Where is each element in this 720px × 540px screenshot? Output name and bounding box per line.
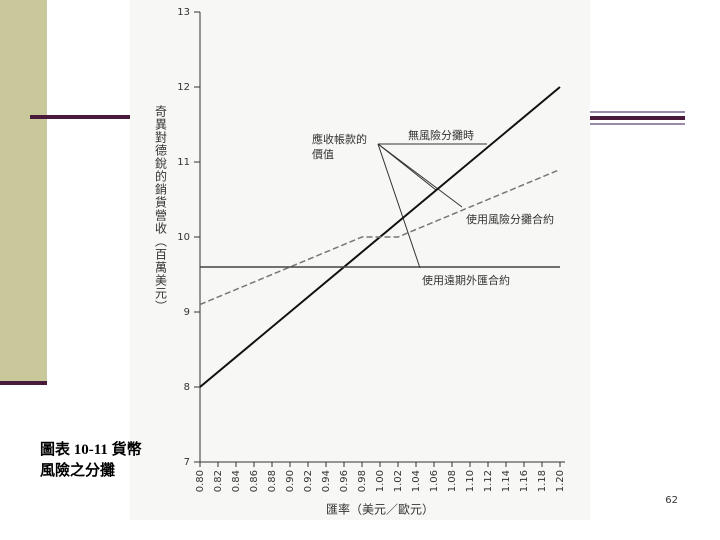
x-tick-label: 1.04 xyxy=(411,470,422,492)
x-tick-label: 1.06 xyxy=(429,470,440,492)
series-label: 使用遠期外匯合約 xyxy=(422,273,510,287)
stripes xyxy=(590,111,685,125)
y-axis-label: 奇異對德銳的銷貨營收（百萬美元） xyxy=(154,105,168,313)
x-tick-label: 1.10 xyxy=(465,470,476,492)
series-line xyxy=(199,168,561,306)
x-tick-label: 1.08 xyxy=(447,470,458,492)
x-tick-label: 0.96 xyxy=(339,470,350,492)
side-bar xyxy=(0,0,47,385)
x-tick-label: 1.14 xyxy=(501,470,512,492)
rule xyxy=(0,381,47,385)
x-axis-label: 匯率（美元／歐元） xyxy=(326,502,434,517)
y-tick-label: 11 xyxy=(177,157,190,168)
page-number: 62 xyxy=(665,495,678,506)
y-tick-label: 13 xyxy=(177,7,190,18)
x-tick-label: 0.80 xyxy=(195,470,206,492)
x-tick-label: 1.00 xyxy=(375,470,386,492)
y-tick-label: 10 xyxy=(177,232,190,243)
x-tick-label: 0.88 xyxy=(267,470,278,492)
series-label: 使用風險分攤合約 xyxy=(466,212,554,226)
x-tick-label: 0.92 xyxy=(303,470,314,492)
x-tick-label: 0.94 xyxy=(321,470,332,492)
y-tick-label: 12 xyxy=(177,82,190,93)
rule xyxy=(30,115,140,119)
x-tick-label: 0.82 xyxy=(213,470,224,492)
x-tick-label: 0.86 xyxy=(249,470,260,492)
x-tick-label: 1.02 xyxy=(393,470,404,492)
annotation: 應收帳款的 xyxy=(312,132,367,146)
x-tick-label: 1.20 xyxy=(555,470,566,492)
x-tick-label: 0.98 xyxy=(357,470,368,492)
y-tick-label: 9 xyxy=(184,307,190,318)
annotation: 價值 xyxy=(312,147,334,161)
chart-image xyxy=(130,0,590,520)
x-tick-label: 0.84 xyxy=(231,470,242,492)
annotation-pointers xyxy=(377,143,487,269)
y-tick-label: 7 xyxy=(184,457,190,468)
caption: 圖表 10-11 貨幣風險之分攤 xyxy=(40,442,142,479)
y-tick-label: 8 xyxy=(184,382,190,393)
x-tick-label: 0.90 xyxy=(285,470,296,492)
x-tick-label: 1.18 xyxy=(537,470,548,492)
x-tick-label: 1.12 xyxy=(483,470,494,492)
series-label: 無風險分攤時 xyxy=(408,128,474,142)
x-tick-label: 1.16 xyxy=(519,470,530,492)
